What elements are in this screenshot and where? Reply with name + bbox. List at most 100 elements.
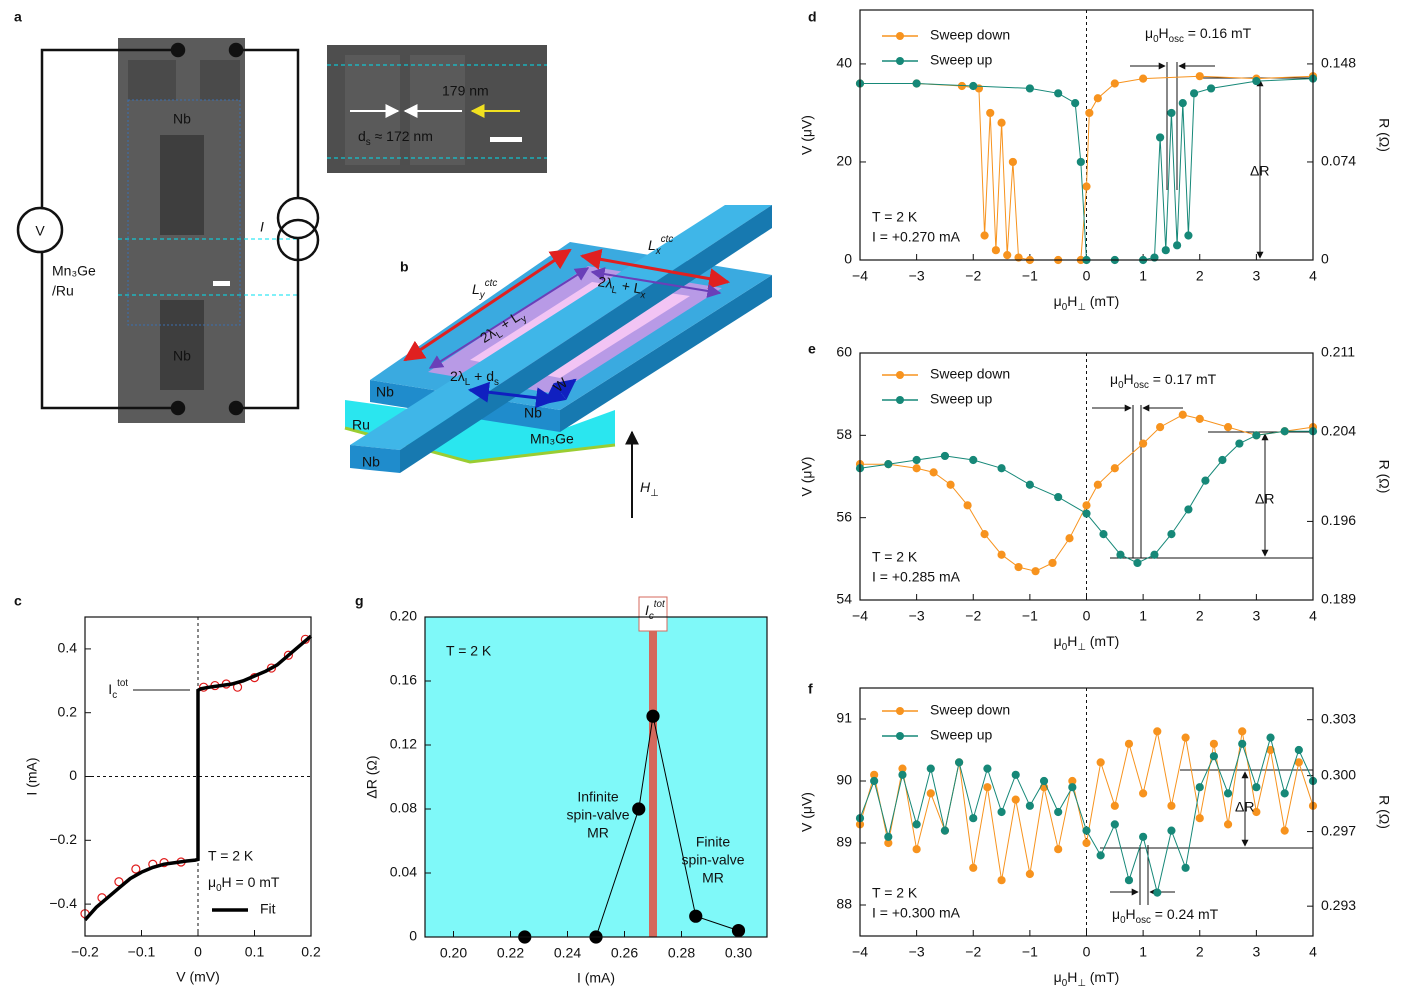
data-point [1082,509,1091,518]
data-point [1252,807,1261,817]
circuit [16,42,320,416]
plot-frame [859,352,1314,601]
data-point [1093,480,1102,489]
text-part: (mT) [1086,969,1119,985]
data-point [1209,752,1219,761]
x-tick-label: 0.2 [301,944,321,960]
text-part: 0 [1062,302,1068,313]
y2-tick-label: 0.293 [1321,897,1356,913]
x-tick-label: 0 [1083,268,1091,284]
data-point [1167,826,1176,835]
data-point [1280,826,1289,835]
text-part: x [655,246,662,257]
data-point [912,455,921,465]
data-point [884,460,893,469]
data-point [1235,439,1244,448]
diagram-label: Mn₃Ge [52,263,96,279]
data-point [1238,739,1247,748]
text-part: μ [1145,25,1153,41]
data-point [912,845,921,854]
text-part: μ [1054,633,1062,649]
text-part: μ [1054,969,1062,985]
plot-frame [424,616,768,938]
data-point [1085,108,1094,118]
annotation: T = 2 K [446,643,492,659]
y-tick-label: 0.12 [390,736,417,752]
data-point [1150,550,1159,559]
x-tick-label: −2 [965,608,981,624]
data-point [1223,423,1233,432]
y-tick-label: 89 [836,834,852,850]
text-part: osc [1134,380,1149,391]
x-tick-label: −3 [909,608,925,624]
data-point [1039,776,1049,786]
data-point [1054,807,1063,817]
data-point [1031,567,1040,576]
data-point [689,909,703,923]
y-axis-label: V (μV) [799,792,815,832]
x-tick-label: 0 [1083,944,1091,960]
data-point [1054,492,1063,502]
y-tick-label: 88 [836,896,852,912]
data-point [954,758,964,767]
legend-marker [896,396,904,404]
diagram-label: Nb [173,348,191,364]
data-point [983,783,992,792]
y-tick-label: 20 [836,153,852,169]
data-point [1150,253,1159,262]
y2-tick-label: 0.211 [1321,344,1355,360]
text-part: I [645,602,649,618]
legend-label: Sweep up [930,727,992,743]
diagram-label: 179 nm [442,83,489,99]
x-tick-label: −2 [965,944,981,960]
data-point [884,832,893,841]
data-point [1252,783,1261,792]
data-point [963,501,972,510]
text-part: = 0.16 mT [1184,25,1252,41]
x-tick-label: 1 [1139,268,1147,284]
text-part: tot [654,599,666,610]
data-point [1082,826,1091,835]
series-line [83,634,313,922]
data-point [997,807,1006,817]
panel-label: f [808,681,813,697]
diagram-label: Nb [376,384,394,400]
device-schematic [344,205,772,518]
data-point [1209,739,1219,748]
data-point [1195,72,1204,81]
y-tick-label: 60 [836,344,852,360]
y2-axis-label: R (Ω) [1376,460,1392,494]
data-point [1153,727,1162,736]
y2-tick-label: 0.196 [1321,512,1356,528]
data-point [266,663,277,673]
x-tick-label: −3 [909,268,925,284]
y-tick-label: 0.20 [390,608,417,624]
text-part: (mT) [1086,633,1119,649]
text-part: μ [1110,371,1118,387]
data-point [1156,423,1165,432]
text-part: ⊥ [1077,978,1086,989]
diagram-label: I [260,219,264,235]
annotation: I = +0.285 mA [872,569,961,585]
data-point [1025,869,1034,879]
annotation: MR [702,870,724,886]
data-point [1054,845,1063,854]
data-point [1096,758,1105,767]
data-point [114,877,124,887]
legend-label: Fit [260,901,276,917]
annotation: μ0Hosc = 0.16 mT [1145,25,1252,45]
text-part: 0 [1062,642,1068,653]
y-tick-label: 0.08 [390,800,417,816]
data-point [1099,530,1108,539]
text-part: + d [470,368,494,384]
y2-tick-label: 0.300 [1321,766,1356,782]
annotation: spin-valve [681,852,744,868]
data-point [986,108,995,118]
x-tick-label: 0.22 [497,945,524,961]
data-point [1082,501,1091,510]
data-point [1266,733,1275,742]
data-point [1252,431,1261,440]
label-box [638,596,668,632]
text-part: 0 [1153,34,1159,45]
legend-label: Sweep down [930,702,1010,718]
